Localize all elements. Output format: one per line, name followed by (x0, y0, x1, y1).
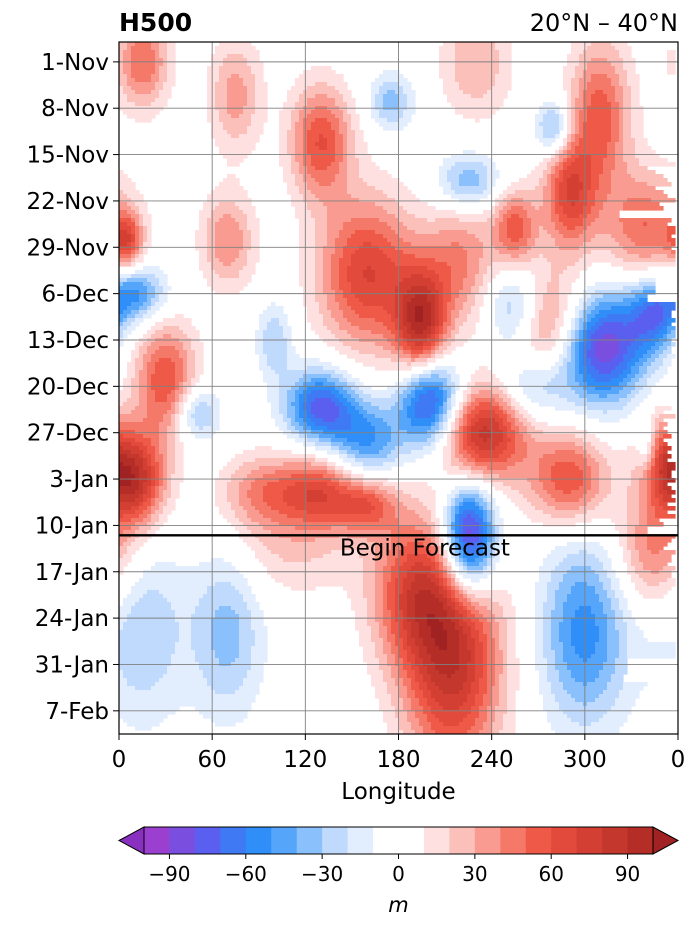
colorbar-segment (169, 827, 196, 854)
gridlines (119, 42, 678, 734)
colorbar-segment (271, 827, 298, 854)
x-axis-label: Longitude (341, 779, 455, 805)
colorbar-segment (194, 827, 221, 854)
colorbar-tick-label: −90 (148, 862, 190, 886)
x-tick-label: 240 (470, 747, 514, 773)
colorbar-segment (144, 827, 170, 854)
x-tick-label: 0 (671, 747, 686, 773)
colorbar-tick-label: −60 (225, 862, 267, 886)
colorbar-segment (347, 827, 374, 854)
x-tick-label: 60 (198, 747, 227, 773)
colorbar-segment (627, 827, 654, 854)
colorbar-segment (525, 827, 552, 854)
y-tick-label: 8-Nov (41, 96, 109, 122)
y-axis: 1-Nov 8-Nov 15-Nov 22-Nov 29-Nov 6-Dec 13-Dec 2… (27, 50, 119, 725)
colorbar-segment (551, 827, 578, 854)
y-tick-label: 3-Jan (49, 467, 109, 493)
chart-title-left: H500 (119, 8, 192, 37)
y-tick-label: 1-Nov (41, 50, 109, 76)
y-tick-label: 20-Dec (27, 374, 109, 400)
colorbar-segment (322, 827, 349, 854)
colorbar-tick-label: 60 (538, 862, 563, 886)
x-tick-label: 180 (377, 747, 421, 773)
y-tick-label: 6-Dec (42, 282, 109, 308)
x-tick-label: 0 (112, 747, 127, 773)
anomaly-field (119, 42, 676, 734)
colorbar-segment (474, 827, 501, 854)
colorbar-segment (373, 827, 425, 854)
y-tick-label: 17-Jan (35, 560, 109, 586)
colorbar-segment (602, 827, 629, 854)
colorbar-label: m (388, 893, 408, 917)
colorbar-segment (220, 827, 247, 854)
colorbar-tick-label: 30 (462, 862, 487, 886)
colorbar-segment (576, 827, 603, 854)
y-tick-label: 27-Dec (27, 421, 109, 447)
x-tick-label: 300 (563, 747, 607, 773)
y-tick-label: 10-Jan (35, 513, 109, 539)
colorbar-tick-label: 0 (392, 862, 405, 886)
forecast-label: Begin Forecast (340, 535, 510, 561)
x-tick-label: 120 (283, 747, 327, 773)
y-tick-label: 7-Feb (45, 699, 109, 725)
colorbar-tick-label: 90 (615, 862, 640, 886)
chart-title-right: 20°N – 40°N (530, 9, 678, 37)
colorbar-segment (423, 827, 450, 854)
colorbar-segment (449, 827, 476, 854)
y-tick-label: 15-Nov (27, 143, 109, 169)
x-axis: 0 60 120 180 240 300 0 (112, 734, 686, 773)
y-tick-label: 13-Dec (27, 328, 109, 354)
colorbar-tick-label: −30 (301, 862, 343, 886)
y-tick-label: 22-Nov (27, 189, 109, 215)
colorbar-segment (245, 827, 272, 854)
colorbar: −90 −60 −30 0 30 60 90 (117, 826, 680, 886)
y-tick-label: 29-Nov (27, 235, 109, 261)
y-tick-label: 24-Jan (35, 606, 109, 632)
colorbar-segment (500, 827, 527, 854)
colorbar-segment (296, 827, 323, 854)
y-tick-label: 31-Jan (35, 652, 109, 678)
